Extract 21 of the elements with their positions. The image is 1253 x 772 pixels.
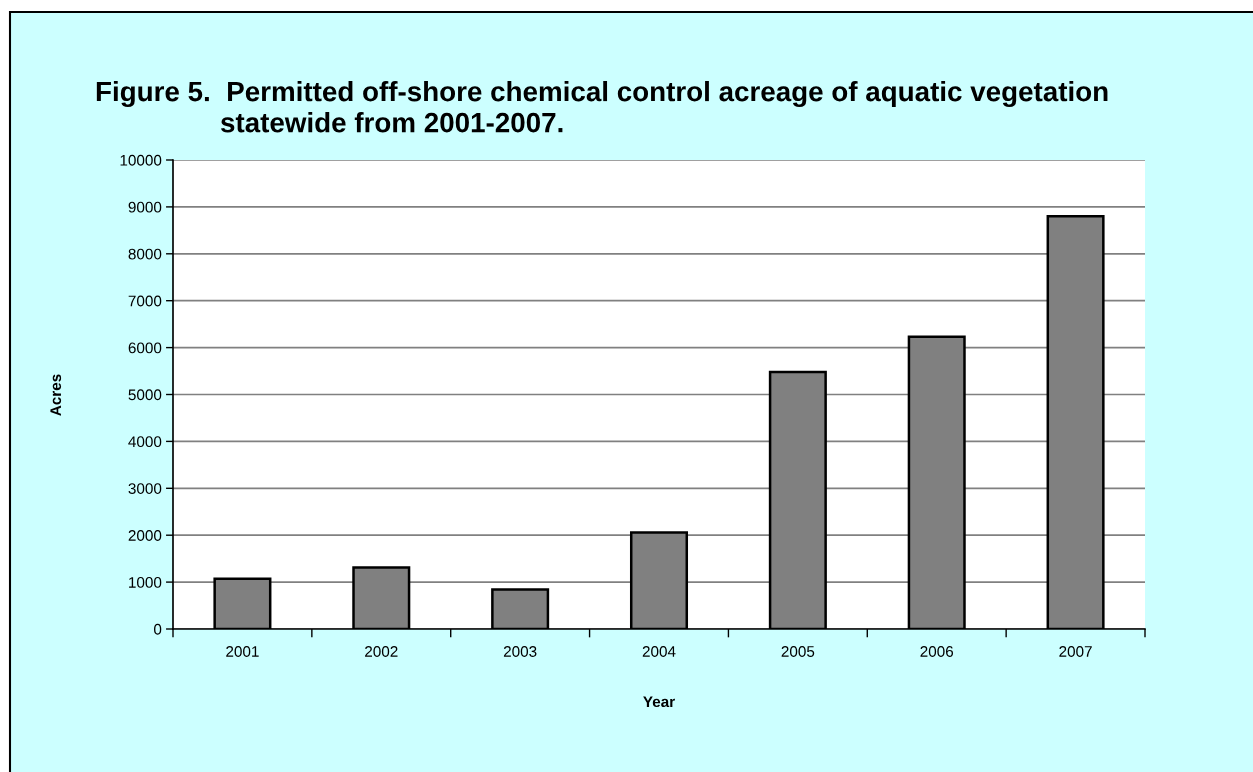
y-tick-label: 4000 bbox=[128, 436, 162, 448]
y-tick-label: 7000 bbox=[128, 295, 162, 307]
x-tick-label: 2004 bbox=[642, 646, 676, 657]
y-tick-label: 8000 bbox=[128, 248, 162, 260]
y-tick-label: 1000 bbox=[129, 576, 162, 588]
x-tick-label: 2005 bbox=[781, 646, 815, 657]
y-tick-label: 3000 bbox=[128, 483, 162, 494]
y-tick-label: 2000 bbox=[128, 530, 162, 541]
x-tick-label: 2003 bbox=[503, 646, 537, 657]
y-tick-label: 10000 bbox=[120, 154, 162, 166]
chart-title: Figure 5. Permitted off-shore chemical control acreage of aquatic vegetation statewide from 2001-2007. bbox=[96, 80, 1108, 133]
x-tick-label: 2002 bbox=[365, 646, 398, 657]
y-tick-label: 5000 bbox=[128, 389, 162, 401]
y-tick-label: 0 bbox=[153, 623, 162, 635]
y-tick-label: 9000 bbox=[128, 201, 162, 213]
y-axis-title: Acres bbox=[50, 374, 62, 416]
x-axis-title: Year bbox=[643, 696, 675, 708]
y-tick-label: 6000 bbox=[128, 342, 162, 354]
x-tick-label: 2006 bbox=[920, 646, 954, 657]
x-tick-label: 2001 bbox=[226, 646, 259, 657]
x-tick-label: 2007 bbox=[1059, 646, 1092, 657]
